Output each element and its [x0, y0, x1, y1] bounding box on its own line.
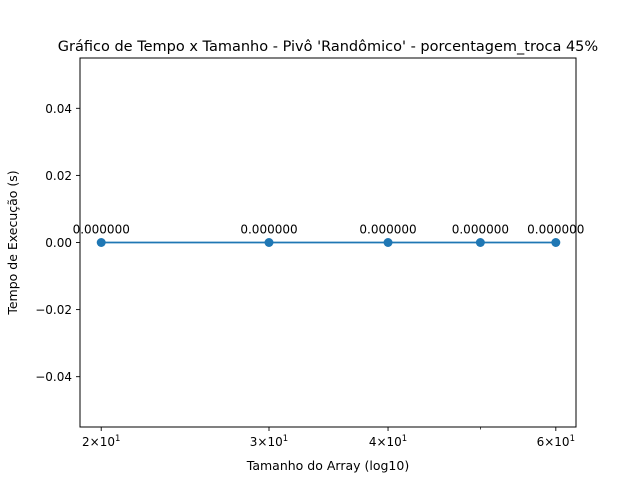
y-axis-label: Tempo de Execução (s)	[5, 170, 20, 315]
x-tick-label: 3×101	[250, 434, 288, 449]
data-label: 0.000000	[527, 223, 584, 237]
y-axis: 0.04 0.02 0.00 −0.02 −0.04	[35, 102, 80, 384]
data-label: 0.000000	[359, 223, 416, 237]
y-tick-label: 0.02	[45, 169, 72, 183]
data-point	[475, 238, 485, 247]
data-labels: 0.000000 0.000000 0.000000 0.000000 0.000000	[73, 223, 585, 237]
y-tick-label: 0.00	[45, 236, 72, 250]
data-point	[551, 238, 561, 247]
x-tick-label: 4×101	[369, 434, 407, 449]
data-label: 0.000000	[73, 223, 130, 237]
data-points	[96, 238, 561, 247]
x-axis: 2×101 3×101 4×101 6×101	[82, 427, 575, 449]
data-point	[383, 238, 393, 247]
chart-title: Gráfico de Tempo x Tamanho - Pivô 'Randô…	[58, 39, 598, 55]
x-axis-label: Tamanho do Array (log10)	[246, 458, 409, 473]
data-point	[264, 238, 274, 247]
x-tick-label: 2×101	[82, 434, 120, 449]
y-tick-label: −0.02	[35, 303, 72, 317]
x-tick-label: 6×101	[537, 434, 575, 449]
data-label: 0.000000	[240, 223, 297, 237]
y-tick-label: 0.04	[45, 102, 72, 116]
y-tick-label: −0.04	[35, 370, 72, 384]
data-label: 0.000000	[452, 223, 509, 237]
data-point	[96, 238, 106, 247]
